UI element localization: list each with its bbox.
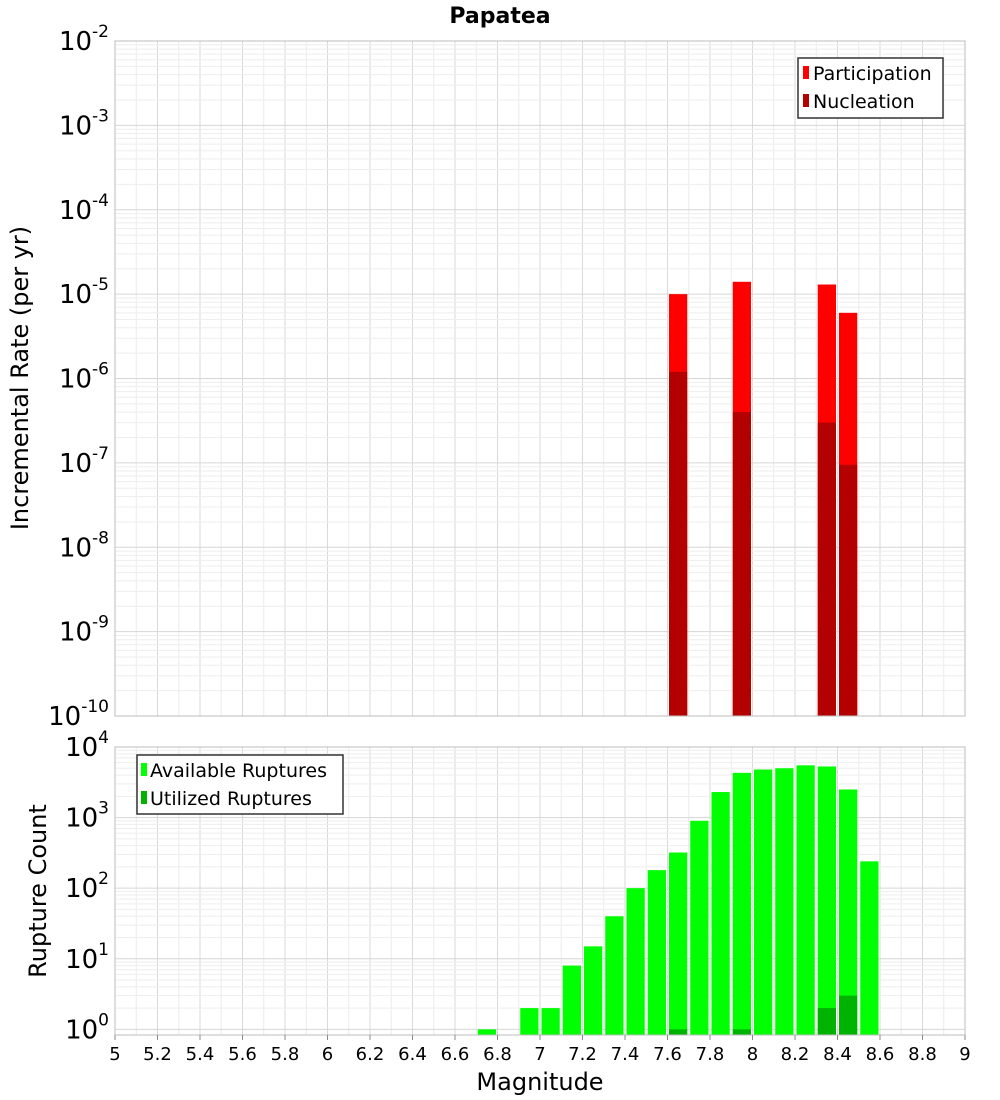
available-ruptures-bar [520, 1008, 539, 1035]
rate-legend: Participation Nucleation [797, 57, 944, 119]
x-tick-label: 8.2 [781, 1044, 810, 1065]
available-ruptures-bar [732, 772, 751, 1035]
available-ruptures-bar [754, 769, 773, 1035]
available-ruptures-bar [477, 1029, 496, 1035]
available-ruptures-bar [817, 766, 836, 1035]
x-tick-label: 6 [322, 1044, 333, 1065]
rate-y-tick-label: 10-3 [59, 106, 109, 141]
x-tick-label: 8.6 [866, 1044, 895, 1065]
available-ruptures-bar [605, 916, 624, 1035]
utilized-ruptures-bar [839, 995, 858, 1035]
x-tick-label: 6.2 [356, 1044, 385, 1065]
available-ruptures-bar [775, 768, 794, 1035]
count-y-tick-label: 102 [65, 869, 109, 904]
x-tick-label: 6.6 [441, 1044, 470, 1065]
available-ruptures-bar [647, 870, 666, 1035]
rate-plot-frame [114, 40, 966, 717]
x-tick-label: 7.6 [653, 1044, 682, 1065]
rate-y-tick-label: 10-6 [59, 360, 109, 395]
utilized-ruptures-bar [732, 1029, 751, 1035]
nucleation-bar [839, 464, 858, 716]
count-y-tick-label: 103 [65, 799, 109, 834]
count-y-tick-label: 100 [65, 1010, 109, 1045]
legend-label-nucleation: Nucleation [813, 91, 915, 113]
rate-y-tick-label: 10-8 [59, 528, 109, 563]
nucleation-bar [817, 422, 836, 716]
legend-swatch-participation [803, 66, 809, 79]
available-ruptures-bar [711, 792, 730, 1035]
x-tick-label: 7.4 [611, 1044, 640, 1065]
available-ruptures-bar [584, 946, 603, 1035]
count-bars [477, 765, 879, 1035]
x-tick-label: 5 [109, 1044, 120, 1065]
available-ruptures-bar [541, 1008, 560, 1035]
count-y-axis-label: Rupture Count [24, 804, 52, 978]
available-ruptures-bar [669, 852, 688, 1035]
legend-label-participation: Participation [813, 63, 932, 85]
x-tick-label: 8.8 [908, 1044, 937, 1065]
chart-title: Papatea [449, 4, 550, 29]
rate-y-tick-label: 10-5 [59, 275, 109, 310]
available-ruptures-bar [562, 965, 581, 1035]
legend-swatch-available [141, 763, 147, 776]
magnitude-x-ticks: 5 5.2 5.4 5.6 5.8 6 6.2 6.4 6.6 6.8 7 7.2 7.4 7.6 7.8 8… [109, 1035, 971, 1065]
rate-y-tick-label: 10-7 [59, 444, 109, 479]
x-tick-label: 8 [747, 1044, 758, 1065]
magnitude-x-axis-label: Magnitude [476, 1068, 603, 1096]
legend-label-utilized: Utilized Ruptures [150, 788, 312, 810]
x-tick-label: 7.8 [696, 1044, 725, 1065]
rate-grid [114, 40, 966, 717]
rate-y-tick-label: 10-2 [59, 22, 109, 57]
x-tick-label: 8.4 [823, 1044, 852, 1065]
legend-swatch-utilized [141, 791, 147, 804]
count-y-tick-label: 101 [65, 940, 109, 975]
rate-y-axis-label: Incremental Rate (per yr) [6, 226, 34, 530]
x-tick-label: 7 [534, 1044, 545, 1065]
rate-legend-box [797, 57, 944, 119]
x-tick-label: 5.4 [186, 1044, 215, 1065]
x-tick-label: 6.4 [398, 1044, 427, 1065]
x-tick-label: 5.8 [271, 1044, 300, 1065]
available-ruptures-bar [860, 861, 879, 1035]
available-ruptures-bar [626, 888, 645, 1035]
utilized-ruptures-bar [817, 1008, 836, 1035]
nucleation-bar [732, 412, 751, 716]
available-ruptures-bar [690, 820, 709, 1035]
legend-swatch-nucleation [803, 94, 809, 107]
rate-panel: 10-10 10-9 10-8 10-7 10-6 10-5 10-4 10-3 10-2 In… [6, 22, 966, 732]
rate-bars [669, 281, 858, 716]
legend-label-available: Available Ruptures [150, 760, 327, 782]
rate-y-tick-label: 10-4 [59, 191, 109, 226]
rate-y-ticks: 10-10 10-9 10-8 10-7 10-6 10-5 10-4 10-3 10-2 [48, 22, 109, 732]
x-tick-label: 6.8 [483, 1044, 512, 1065]
available-ruptures-bar [839, 789, 858, 1035]
x-tick-label: 5.6 [228, 1044, 257, 1065]
available-ruptures-bar [796, 765, 815, 1035]
nucleation-bar [669, 371, 688, 716]
x-tick-label: 5.2 [143, 1044, 172, 1065]
count-y-ticks: 100 101 102 103 104 [65, 728, 109, 1045]
rate-y-tick-label: 10-9 [59, 613, 109, 648]
x-tick-label: 7.2 [568, 1044, 597, 1065]
count-y-tick-label: 104 [65, 728, 109, 763]
count-legend: Available Ruptures Utilized Ruptures [136, 754, 344, 815]
count-legend-box [136, 754, 344, 815]
rate-y-tick-label: 10-10 [48, 697, 109, 732]
x-tick-label: 9 [959, 1044, 970, 1065]
utilized-ruptures-bar [669, 1029, 688, 1035]
count-panel: 100 101 102 103 104 5 5.2 5.4 5.6 5.8 6 6.2 6.4 6.6 6… [24, 728, 971, 1096]
